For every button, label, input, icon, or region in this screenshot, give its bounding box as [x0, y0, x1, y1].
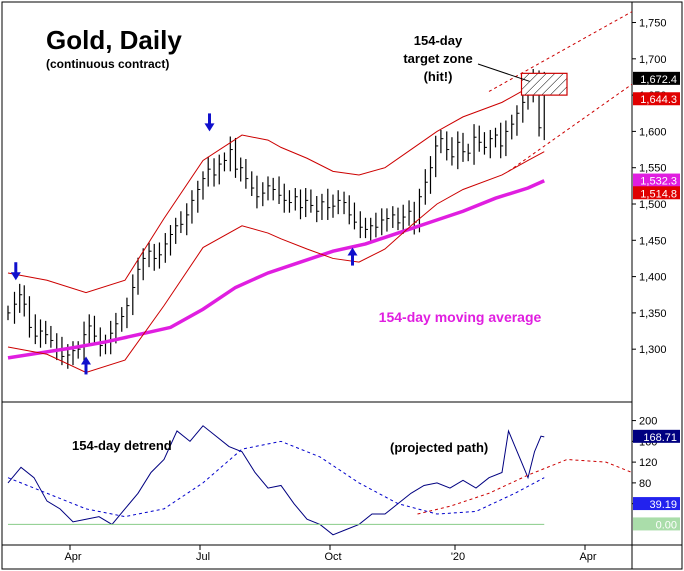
projected-path-line — [7, 440, 545, 518]
detrend-y-tick-label: 200 — [639, 416, 657, 428]
price-y-tick-label: 1,600 — [639, 126, 667, 138]
x-tick-label: '20 — [451, 551, 465, 563]
chart-subtitle: (continuous contract) — [46, 57, 169, 71]
projected-path-label: (projected path) — [390, 440, 488, 455]
chart-title: Gold, Daily — [46, 25, 182, 55]
target-zone — [520, 72, 568, 96]
x-tick-label: Jul — [196, 551, 210, 563]
detrend-badge — [633, 517, 680, 531]
lower-band-line — [7, 151, 545, 373]
detrend-label: 154-day detrend — [72, 438, 172, 453]
x-tick-label: Oct — [324, 551, 341, 563]
arrow-head — [10, 272, 21, 281]
detrend-badge — [633, 429, 680, 443]
price-badge — [633, 71, 680, 85]
154-day-detrend-line — [7, 425, 545, 536]
channel-lower-line — [508, 83, 633, 172]
target-zone-label-2: target zone — [403, 51, 472, 66]
target-zone-label-1: 154-day — [414, 33, 463, 48]
arrow-head — [81, 356, 91, 365]
detrend-badge-value: 39.19 — [649, 499, 677, 511]
arrow-head — [347, 247, 358, 256]
154-day-moving-average-line — [7, 179, 545, 360]
arrow-head — [204, 123, 215, 132]
price-badge-value: 1,514.8 — [640, 188, 677, 200]
price-y-tick-label: 1,750 — [639, 18, 667, 30]
up-arrow-icon — [347, 247, 358, 266]
up-arrow-icon — [81, 356, 91, 375]
upper-band-line — [7, 78, 545, 294]
detrend-badge — [633, 497, 680, 511]
price-y-tick-label: 1,350 — [639, 308, 667, 320]
price-badge — [633, 92, 680, 106]
price-badge — [633, 186, 680, 200]
price-y-tick-label: 1,450 — [639, 235, 667, 247]
price-badge-value: 1,532.3 — [640, 176, 677, 188]
price-badge-value: 1,672.4 — [640, 74, 677, 86]
price-y-tick-label: 1,400 — [639, 272, 667, 284]
down-arrow-icon — [10, 262, 21, 281]
price-y-tick-label: 1,300 — [639, 344, 667, 356]
price-y-tick-label: 1,550 — [639, 163, 667, 175]
price-badge-value: 1,644.3 — [640, 94, 677, 106]
target-zone-label-3: (hit!) — [424, 69, 453, 84]
price-y-tick-label: 1,500 — [639, 199, 667, 211]
detrend-y-tick-label: 120 — [639, 457, 657, 469]
detrend-overlay-line-2 — [417, 459, 633, 515]
detrend-badge-value: 168.71 — [643, 432, 677, 444]
price-y-tick-label: 1,700 — [639, 54, 667, 66]
x-tick-label: Apr — [64, 551, 81, 563]
moving-average-label: 154-day moving average — [379, 309, 542, 325]
detrend-badge-value: 0.00 — [656, 519, 677, 531]
x-tick-label: Apr — [579, 551, 596, 563]
detrend-y-tick-label: 80 — [639, 478, 651, 490]
down-arrow-icon — [204, 113, 215, 132]
price-badge — [633, 173, 680, 187]
target-zone-pointer — [477, 63, 530, 82]
